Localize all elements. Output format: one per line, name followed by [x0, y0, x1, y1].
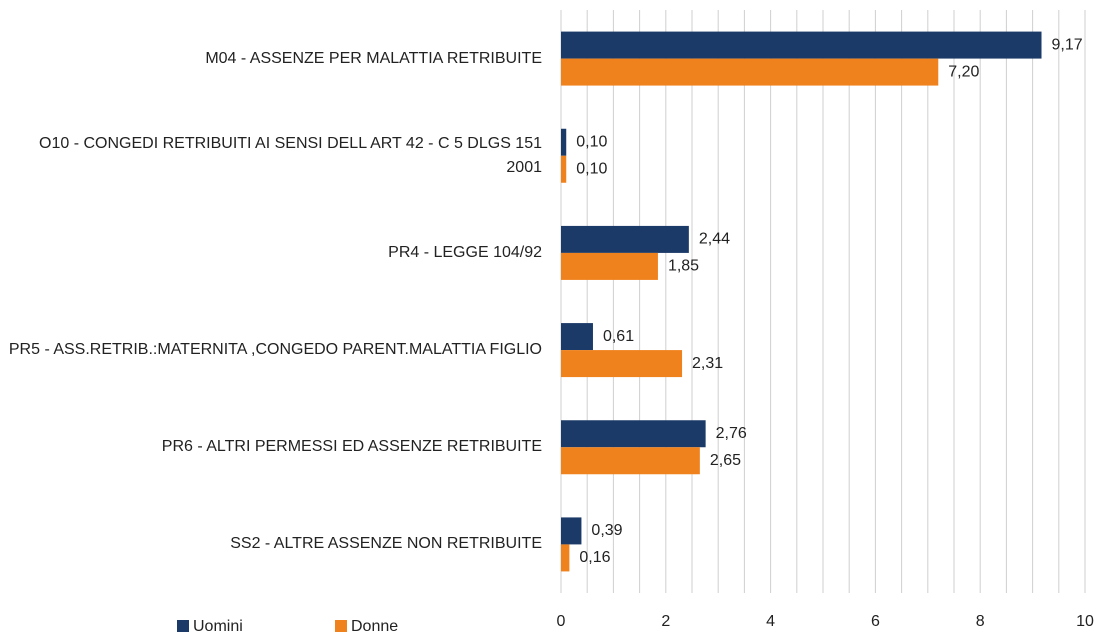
legend-swatch — [177, 620, 189, 632]
legend-label: Donne — [351, 618, 398, 633]
category-label: SS2 - ALTRE ASSENZE NON RETRIBUITE — [230, 535, 542, 553]
bar — [561, 58, 939, 86]
legend-label: Uomini — [193, 618, 243, 633]
bar — [561, 323, 593, 351]
bar — [561, 420, 706, 448]
x-tick-label: 6 — [871, 613, 880, 630]
x-tick-label: 10 — [1076, 613, 1094, 630]
value-label: 2,65 — [710, 452, 741, 469]
value-label: 0,39 — [591, 522, 622, 539]
value-label: 0,10 — [576, 133, 607, 150]
value-label: 2,31 — [692, 355, 723, 372]
bar — [561, 128, 567, 156]
value-label: 2,44 — [699, 231, 730, 248]
bar — [561, 447, 700, 475]
bar — [561, 225, 689, 253]
category-label: PR6 - ALTRI PERMESSI ED ASSENZE RETRIBUI… — [161, 438, 542, 456]
x-tick-label: 0 — [557, 613, 566, 630]
value-label: 0,16 — [579, 549, 610, 566]
bar — [561, 350, 683, 378]
value-label: 1,85 — [668, 258, 699, 275]
category-label: M04 - ASSENZE PER MALATTIA RETRIBUITE — [205, 49, 542, 67]
value-label: 0,61 — [603, 328, 634, 345]
category-label: PR5 - ASS.RETRIB.:MATERNITA ,CONGEDO PAR… — [8, 341, 542, 359]
value-label: 2,76 — [716, 425, 747, 442]
legend-swatch — [335, 620, 347, 632]
value-label: 7,20 — [948, 63, 979, 80]
x-tick-label: 2 — [661, 613, 670, 630]
bar — [561, 31, 1042, 59]
category-label: O10 - CONGEDI RETRIBUITI AI SENSI DELL A… — [39, 134, 542, 176]
category-label: PR4 - LEGGE 104/92 — [388, 243, 542, 261]
bar — [561, 155, 567, 183]
value-label: 9,17 — [1052, 36, 1083, 53]
bar — [561, 252, 658, 280]
x-tick-label: 8 — [976, 613, 985, 630]
bar — [561, 544, 570, 572]
bar — [561, 517, 582, 545]
x-tick-label: 4 — [766, 613, 775, 630]
value-label: 0,10 — [576, 160, 607, 177]
